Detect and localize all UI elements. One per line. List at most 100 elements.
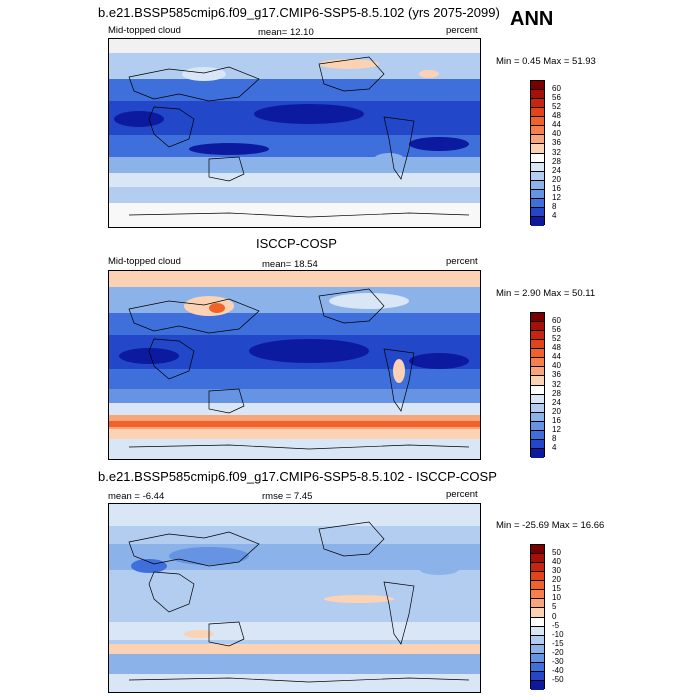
colorbar-tick-label: 50: [552, 548, 561, 558]
colorbar-tick-label: 24: [552, 397, 561, 407]
colorbar-swatch: [531, 313, 544, 323]
panel-2-variable-label: Mid-topped cloud: [108, 256, 181, 267]
panel-1-min-max: Min = 0.45 Max = 51.93: [496, 56, 596, 67]
colorbar-tick-label: 48: [552, 111, 561, 121]
colorbar-tick-label: 32: [552, 379, 561, 389]
panel-3-map: [108, 503, 481, 693]
colorbar-tick-label: 36: [552, 370, 561, 380]
colorbar-swatch: [531, 162, 544, 172]
colorbar-tick-label: 40: [552, 557, 561, 567]
colorbar-swatch: [531, 608, 544, 618]
colorbar-tick-label: -20: [552, 647, 564, 657]
colorbar-swatch: [531, 126, 544, 136]
colorbar-tick-label: 12: [552, 424, 561, 434]
panel-3-units-label: percent: [446, 489, 478, 500]
colorbar-swatch: [531, 180, 544, 190]
colorbar-tick-label: 16: [552, 183, 561, 193]
colorbar-tick-label: 20: [552, 406, 561, 416]
colorbar-tick-label: 60: [552, 316, 561, 326]
colorbar-tick-label: 32: [552, 147, 561, 157]
colorbar-swatch: [531, 144, 544, 154]
colorbar-tick-label: 56: [552, 93, 561, 103]
colorbar-tick-label: 16: [552, 415, 561, 425]
colorbar-swatch: [531, 99, 544, 109]
colorbar-swatch: [531, 358, 544, 368]
colorbar-swatch: [531, 340, 544, 350]
colorbar-swatch: [531, 403, 544, 413]
colorbar-tick-label: 0: [552, 611, 557, 621]
panel-2-title: ISCCP-COSP: [256, 236, 337, 251]
panel-2-units-label: percent: [446, 256, 478, 267]
colorbar-swatch: [531, 90, 544, 100]
colorbar-swatch: [531, 421, 544, 431]
colorbar-swatch: [531, 626, 544, 636]
panel-3-rmse-label: rmse = 7.45: [262, 491, 313, 502]
colorbar-tick-label: 5: [552, 602, 557, 612]
colorbar-swatch: [531, 81, 544, 91]
colorbar-swatch: [531, 439, 544, 449]
colorbar-tick-label: 20: [552, 174, 561, 184]
colorbar-tick-label: 60: [552, 84, 561, 94]
panel-3-colorbar-labels: 50 40 30 20 15 10 5 0 -5 -10 -15 -20 -30…: [552, 544, 582, 689]
colorbar-tick-label: 28: [552, 156, 561, 166]
colorbar-swatch: [531, 135, 544, 145]
panel-1-units-label: percent: [446, 25, 478, 36]
panel-3-title: b.e21.BSSP585cmip6.f09_g17.CMIP6-SSP5-8.…: [98, 469, 497, 484]
colorbar-tick-label: 4: [552, 442, 557, 452]
colorbar-swatch: [531, 572, 544, 582]
colorbar-swatch: [531, 153, 544, 163]
panel-2-colorbar: [530, 312, 545, 458]
colorbar-swatch: [531, 653, 544, 663]
colorbar-tick-label: 40: [552, 361, 561, 371]
panel-2-mean-label: mean= 18.54: [262, 259, 318, 270]
colorbar-tick-label: 28: [552, 388, 561, 398]
colorbar-tick-label: -30: [552, 656, 564, 666]
colorbar-swatch: [531, 644, 544, 654]
colorbar-swatch: [531, 545, 544, 555]
colorbar-tick-label: 52: [552, 334, 561, 344]
colorbar-tick-label: 30: [552, 566, 561, 576]
colorbar-swatch: [531, 349, 544, 359]
panel-2-min-max: Min = 2.90 Max = 50.11: [496, 288, 596, 299]
colorbar-swatch: [531, 635, 544, 645]
colorbar-tick-label: 56: [552, 325, 561, 335]
colorbar-swatch: [531, 581, 544, 591]
colorbar-tick-label: -5: [552, 620, 560, 630]
colorbar-swatch: [531, 590, 544, 600]
colorbar-swatch: [531, 108, 544, 118]
panel-3-colorbar: [530, 544, 545, 690]
colorbar-tick-label: 20: [552, 575, 561, 585]
colorbar-tick-label: 15: [552, 584, 561, 594]
colorbar-swatch: [531, 394, 544, 404]
panel-3-min-max: Min = -25.69 Max = 16.66: [496, 520, 605, 531]
panel-1-colorbar-labels: 60 56 52 48 44 40 36 32 28 24 20 16 12 8…: [552, 80, 582, 225]
colorbar-tick-label: 8: [552, 433, 557, 443]
colorbar-swatch: [531, 599, 544, 609]
panel-2-map: [108, 270, 481, 460]
colorbar-tick-label: -10: [552, 629, 564, 639]
colorbar-tick-label: 10: [552, 593, 561, 603]
season-label: ANN: [510, 8, 554, 30]
colorbar-tick-label: -50: [552, 674, 564, 684]
colorbar-swatch: [531, 171, 544, 181]
panel-2-colorbar-labels: 60 56 52 48 44 40 36 32 28 24 20 16 12 8…: [552, 312, 582, 457]
colorbar-swatch: [531, 367, 544, 377]
colorbar-swatch: [531, 671, 544, 681]
colorbar-swatch: [531, 331, 544, 341]
panel-1-map: [108, 38, 481, 228]
colorbar-swatch: [531, 412, 544, 422]
colorbar-swatch: [531, 448, 544, 458]
colorbar-swatch: [531, 117, 544, 127]
colorbar-tick-label: 48: [552, 343, 561, 353]
colorbar-swatch: [531, 189, 544, 199]
colorbar-swatch: [531, 207, 544, 217]
panel-1-title: b.e21.BSSP585cmip6.f09_g17.CMIP6-SSP5-8.…: [98, 5, 500, 20]
colorbar-swatch: [531, 563, 544, 573]
colorbar-swatch: [531, 385, 544, 395]
panel-1-colorbar: [530, 80, 545, 226]
colorbar-tick-label: 12: [552, 192, 561, 202]
colorbar-tick-label: 44: [552, 352, 561, 362]
colorbar-tick-label: 4: [552, 210, 557, 220]
colorbar-tick-label: 24: [552, 165, 561, 175]
panel-3-mean-label: mean = -6.44: [108, 491, 165, 502]
